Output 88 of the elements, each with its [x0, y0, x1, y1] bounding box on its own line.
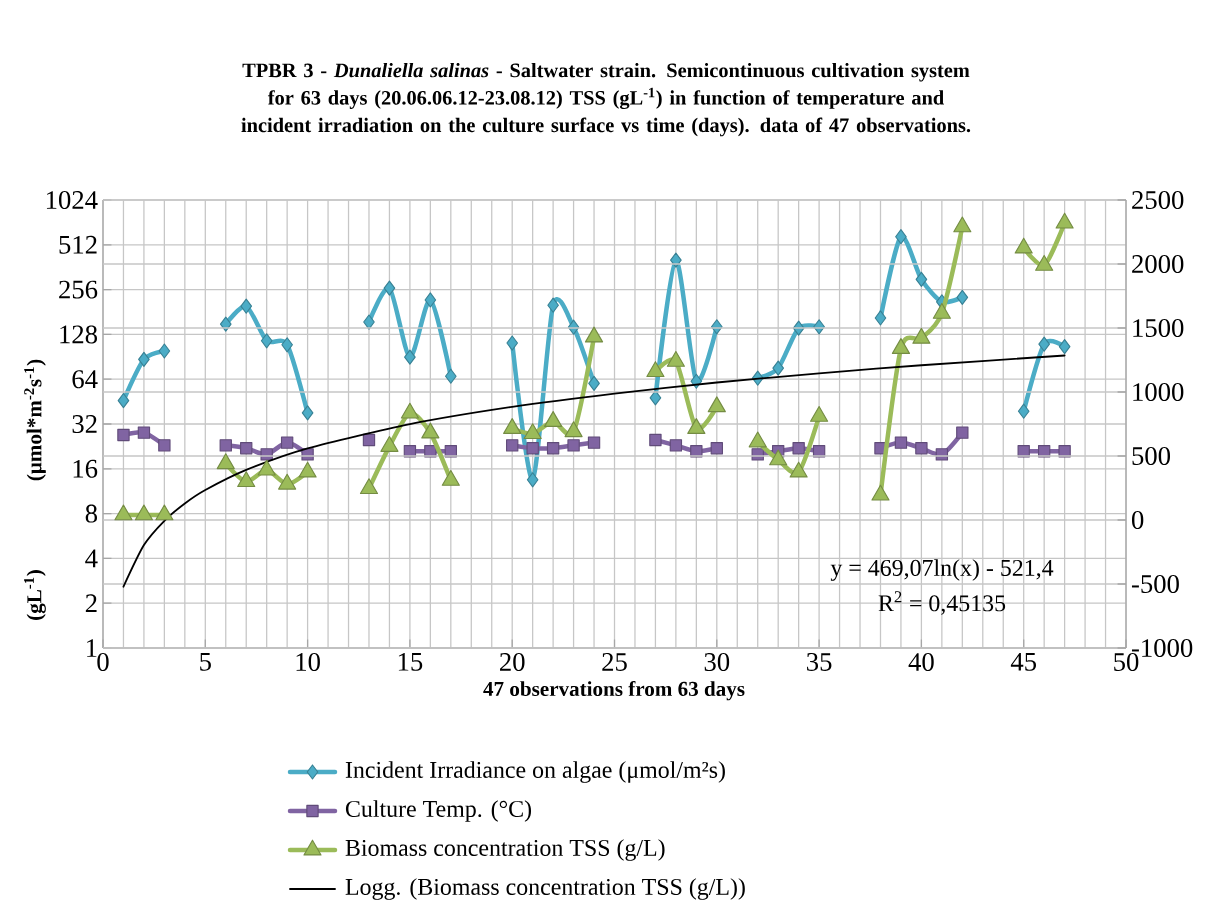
y-tick-label: 1 — [87, 639, 97, 657]
x-tick-label: 5 — [200, 652, 211, 671]
y-tick-label: 32 — [72, 415, 97, 433]
point — [506, 439, 519, 452]
point — [362, 433, 376, 447]
point — [137, 426, 151, 439]
point — [1038, 336, 1050, 352]
legend-label: Culture Temp. (°C) — [345, 800, 532, 822]
y2-tick-label: 2000 — [1132, 255, 1184, 274]
x-tick-label: 10 — [296, 652, 320, 671]
y-tick-label: 512 — [59, 235, 97, 254]
y2-tick-label: 0 — [1131, 511, 1144, 530]
x-tick-label: 25 — [602, 652, 627, 671]
x-tick-label: 35 — [807, 652, 832, 671]
point — [240, 442, 253, 455]
x-tick-label: 20 — [500, 652, 525, 671]
point — [649, 433, 662, 447]
point — [219, 439, 232, 452]
point — [587, 436, 601, 449]
point — [956, 426, 969, 439]
point — [363, 314, 375, 330]
point — [895, 229, 907, 245]
point — [567, 439, 580, 452]
point — [424, 292, 437, 308]
y-axis-title: (μmol*m$^{-2}$s$^{-1}$) — [24, 359, 46, 481]
y2-tick-label: 1500 — [1133, 319, 1184, 338]
annotation: R$^{2}$ = 0,45135 — [878, 591, 1006, 615]
point — [670, 252, 682, 268]
point — [894, 436, 908, 449]
x-tick-label: 45 — [1010, 652, 1037, 671]
point — [526, 442, 539, 455]
point — [547, 297, 559, 313]
point — [117, 428, 130, 442]
x-axis-title: 47 observations from 63 days — [483, 680, 745, 701]
legend-label: Biomass concentration TSS (g/L) — [345, 839, 665, 861]
point — [1058, 339, 1071, 355]
point — [751, 448, 764, 461]
y-tick-label: 4 — [85, 549, 98, 568]
point — [158, 343, 171, 359]
point — [444, 368, 457, 384]
annotation: y = 469,07ln(x) - 521,4 — [830, 559, 1054, 581]
point — [158, 439, 171, 452]
point — [1017, 445, 1030, 458]
point — [506, 335, 519, 351]
point — [690, 445, 703, 458]
point — [138, 351, 150, 367]
y-tick-label: 8 — [85, 504, 97, 523]
point — [649, 390, 662, 406]
point — [219, 316, 232, 332]
point — [281, 337, 293, 353]
point — [669, 439, 683, 452]
y2-tick-label: -500 — [1131, 575, 1179, 594]
point — [588, 375, 600, 391]
point — [710, 442, 723, 455]
y-tick-label: 2 — [85, 594, 97, 613]
point — [874, 310, 887, 326]
point — [240, 298, 253, 314]
point — [915, 271, 928, 287]
point — [526, 472, 539, 488]
y-tick-label: 256 — [59, 280, 98, 299]
x-tick-label: 30 — [704, 652, 730, 671]
x-tick-label: 15 — [398, 652, 423, 671]
x-tick-label: 40 — [908, 652, 934, 671]
point — [404, 349, 416, 365]
point — [117, 392, 130, 409]
x-tick-label: 0 — [97, 652, 109, 671]
point — [280, 436, 294, 449]
y2-tick-label: 500 — [1132, 447, 1171, 466]
y2-tick-label: 1000 — [1133, 383, 1184, 402]
y-tick-label: 64 — [72, 370, 98, 389]
point — [260, 333, 273, 349]
y-tick-label: 16 — [73, 459, 98, 478]
point — [772, 360, 785, 376]
point — [956, 289, 969, 305]
y2-tick-label: 2500 — [1132, 191, 1184, 210]
legend-label: Logg. (Biomass concentration TSS (g/L)) — [345, 878, 745, 900]
point — [1058, 445, 1071, 458]
chart-title: TPBR 3 - Dunaliella salinas - Saltwater strain. Semicontinuous cultivation system for 63 days (20.06.06.12-23.08.12) TSS (gL$^{-1}$) in function of temperature and incident irradiation on the culture surface vs time (days). data of 47 observations. — [241, 62, 971, 137]
point — [383, 280, 396, 296]
y-tick-label: 128 — [60, 325, 97, 344]
text: (gL$^{-1}$) — [24, 570, 46, 620]
point — [1017, 403, 1030, 419]
y-tick-label: 1024 — [46, 191, 98, 210]
point — [546, 442, 560, 455]
point — [792, 442, 805, 455]
legend-label: Incident Irradiance on algae (μmol/m²s) — [345, 761, 725, 783]
point — [301, 405, 314, 421]
point — [915, 442, 928, 455]
